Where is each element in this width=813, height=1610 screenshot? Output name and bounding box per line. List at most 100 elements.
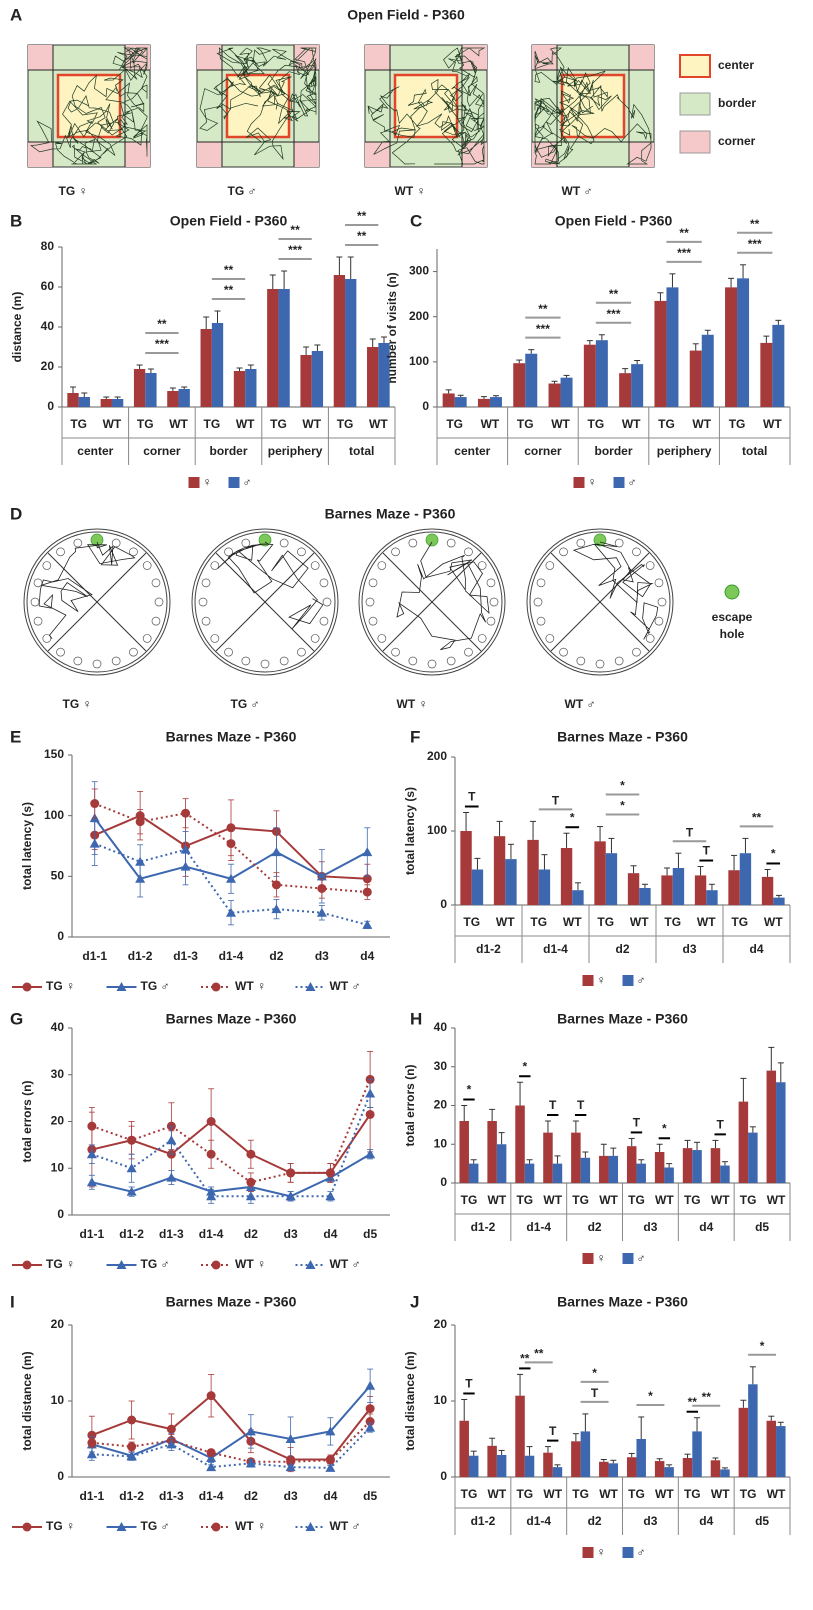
series-line (91, 1394, 371, 1461)
maze-hole (151, 616, 161, 626)
marker (245, 1426, 256, 1436)
x-tick-label: WT (169, 417, 188, 431)
legend-label: corner (718, 134, 756, 148)
significance-label: * (648, 1389, 653, 1403)
chart-title: Barnes Maze - P360 (166, 1294, 297, 1310)
marker (206, 1117, 216, 1126)
maze-label: WT ♂ (565, 697, 596, 711)
y-axis-label: distance (m) (10, 292, 24, 363)
legend-label: ♂ (628, 475, 637, 489)
maze-hole (614, 538, 624, 548)
bar (459, 1420, 469, 1477)
corner-zone (197, 45, 222, 70)
chart: E Barnes Maze - P360 total latency (s) 0 50 1… (10, 727, 390, 993)
arena (364, 44, 488, 168)
bar (583, 344, 596, 407)
legend-marker (22, 1522, 32, 1532)
maze-hole (129, 647, 138, 657)
significance-label: ** (290, 223, 300, 237)
maze-hole (559, 647, 568, 657)
significance-label: * (760, 1339, 765, 1353)
group-label: total (349, 444, 374, 458)
x-tick-label: TG (463, 915, 480, 929)
group-label: d5 (755, 1220, 769, 1234)
significance-label: ** (357, 229, 367, 243)
panel-title: Open Field - P360 (347, 7, 465, 23)
bar (493, 836, 506, 905)
corner-zone (365, 45, 390, 70)
marker (365, 1380, 376, 1390)
significance-label: T (549, 1424, 557, 1438)
marker (126, 1163, 137, 1173)
y-tick-label: 20 (434, 1098, 448, 1112)
group-label: border (209, 444, 247, 458)
bar (710, 1460, 721, 1477)
marker (362, 919, 373, 929)
maze-hole (365, 597, 375, 607)
legend-label: ♂ (637, 973, 646, 987)
bar (496, 1144, 507, 1183)
maze-hole (111, 538, 121, 548)
maze-hole (486, 578, 496, 588)
maze-hole (632, 647, 641, 657)
bar (477, 398, 490, 407)
legend-marker (211, 1522, 221, 1532)
maze-hole (210, 634, 220, 643)
bar (692, 1431, 702, 1477)
marker (316, 907, 327, 917)
trajectory (534, 47, 652, 165)
bar (682, 1458, 693, 1477)
marker (365, 1417, 375, 1427)
maze-label: WT ♀ (397, 697, 428, 711)
bar (145, 373, 157, 407)
legend-label: ♀ (588, 475, 597, 489)
marker (365, 1422, 376, 1432)
y-axis-label: total errors (n) (403, 1064, 417, 1146)
marker (245, 1191, 256, 1201)
y-tick-label: 100 (409, 354, 429, 368)
legend-swatch (582, 1547, 594, 1558)
x-tick-label: WT (655, 1193, 674, 1207)
maze-hole (129, 547, 138, 557)
arena (531, 44, 655, 168)
maze-hole (614, 656, 624, 666)
bar (766, 1420, 777, 1477)
maze-hole (297, 647, 306, 657)
trajectory (30, 47, 148, 165)
y-tick-label: 50 (51, 869, 65, 883)
bar (515, 1395, 525, 1477)
bar (748, 1384, 758, 1477)
x-tick-label: TG (740, 1487, 757, 1501)
bar (527, 839, 539, 905)
maze-hole (73, 538, 83, 548)
group-label: d4 (699, 1220, 713, 1234)
significance-label: * (570, 810, 575, 824)
chart-title: Barnes Maze - P360 (557, 729, 688, 745)
maze-hole (210, 561, 220, 570)
significance-label: ** (224, 283, 234, 297)
marker (206, 1191, 217, 1201)
maze-hole (576, 656, 586, 666)
maze-hole (310, 634, 320, 643)
maze-hole (645, 634, 655, 643)
x-tick-label: TG (658, 417, 675, 431)
bar (459, 1121, 469, 1183)
bar (580, 1431, 591, 1477)
maze-rim (194, 531, 336, 673)
y-tick-label: 40 (51, 1020, 65, 1034)
maze-hole (464, 547, 473, 557)
significance-label: ** (357, 209, 367, 223)
legend-swatch (622, 1253, 634, 1264)
trajectory (396, 541, 490, 651)
significance-label: ** (679, 226, 689, 240)
x-tick-label: d3 (284, 1489, 298, 1503)
y-tick-label: 40 (41, 319, 55, 333)
bar (739, 853, 752, 905)
chart: J Barnes Maze - P360 total distance (m) 0 10… (403, 1292, 791, 1559)
maze-hole (111, 656, 121, 666)
marker (206, 1149, 216, 1159)
arena-label: WT ♀ (395, 184, 426, 198)
marker (87, 1121, 97, 1131)
group-label: d2 (588, 1220, 602, 1234)
series-line (91, 1426, 371, 1469)
